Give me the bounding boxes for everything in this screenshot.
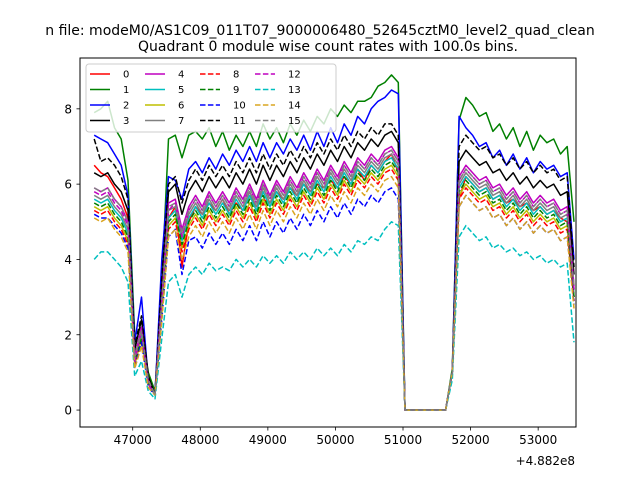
series-layer [93, 74, 575, 411]
legend-label-14: 14 [288, 101, 301, 112]
series-line-9 [93, 160, 575, 411]
legend-label-7: 7 [178, 116, 184, 127]
legend-label-5: 5 [178, 85, 184, 96]
series-line-8 [93, 168, 575, 411]
plot-area: 47000 48000 49000 50000 51000 52000 53000 0 2 4 6… [64, 57, 577, 468]
legend-label-6: 6 [178, 101, 184, 112]
x-tick-label: 51000 [384, 433, 422, 447]
x-tick-label: 52000 [451, 433, 489, 447]
figure-suptitle: n file: modeM0/AS1C09_011T07_9000006480_… [45, 23, 594, 39]
x-tick-label: 48000 [181, 433, 219, 447]
legend-label-15: 15 [288, 116, 301, 127]
x-axis: 47000 48000 49000 50000 51000 52000 53000 [114, 427, 557, 447]
legend-label-12: 12 [288, 70, 301, 81]
x-offset-label: +4.882e8 [516, 454, 575, 468]
y-tick-label: 8 [64, 102, 72, 116]
series-line-15 [93, 149, 575, 411]
x-tick-label: 50000 [316, 433, 354, 447]
series-line-13 [93, 221, 575, 411]
y-axis: 0 2 4 6 8 [64, 102, 80, 418]
series-line-7 [93, 153, 575, 411]
x-tick-label: 49000 [249, 433, 287, 447]
axes-frame [79, 57, 577, 428]
legend-label-10: 10 [233, 101, 246, 112]
x-tick-label: 53000 [519, 433, 557, 447]
legend-frame [85, 63, 337, 133]
series-line-4 [93, 145, 575, 411]
legend-label-13: 13 [288, 85, 301, 96]
legend-label-9: 9 [233, 85, 239, 96]
x-tick-label: 47000 [114, 433, 152, 447]
legend-label-1: 1 [123, 85, 129, 96]
legend-label-11: 11 [233, 116, 246, 127]
legend-label-2: 2 [123, 101, 129, 112]
series-line-11 [93, 123, 575, 411]
series-line-6 [93, 164, 575, 411]
legend-label-3: 3 [123, 116, 129, 127]
legend-label-0: 0 [123, 70, 129, 81]
y-tick-label: 0 [64, 404, 72, 418]
y-tick-label: 6 [64, 178, 72, 192]
series-line-5 [93, 157, 575, 411]
y-tick-label: 4 [64, 253, 72, 267]
y-tick-label: 2 [64, 328, 72, 342]
chart-title: Quadrant 0 module wise count rates with … [138, 39, 518, 55]
legend-label-4: 4 [178, 70, 184, 81]
series-line-3 [93, 130, 575, 411]
series-line-14 [93, 175, 575, 411]
legend-label-8: 8 [233, 70, 239, 81]
